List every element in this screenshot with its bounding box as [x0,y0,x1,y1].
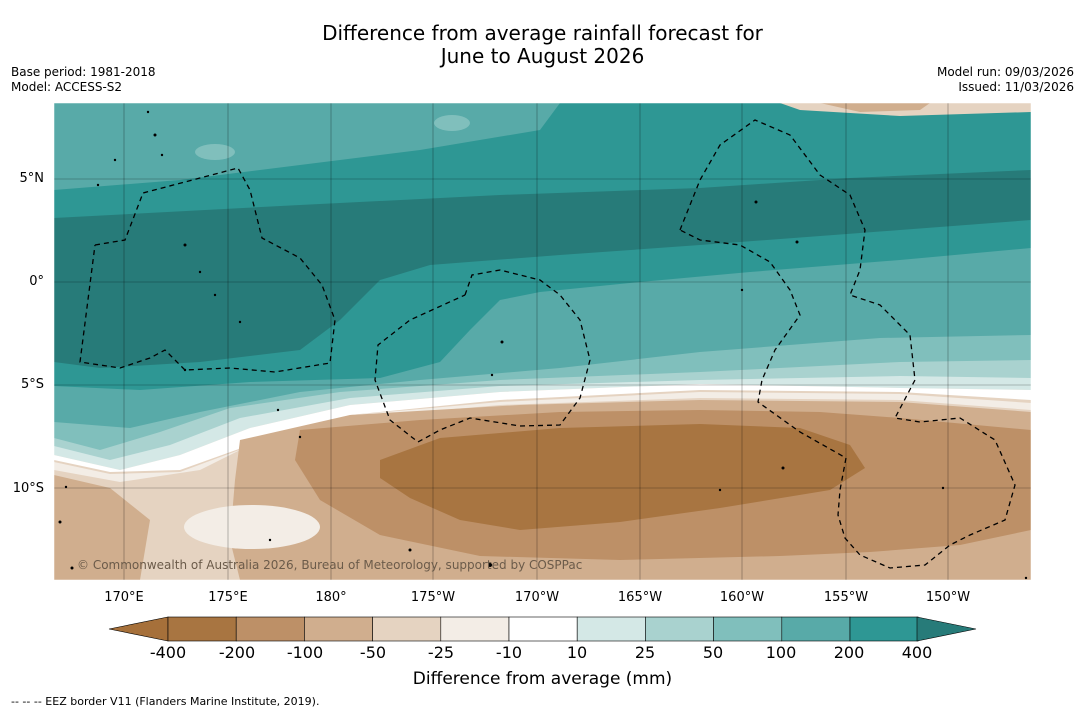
lon-label: 155°W [823,590,869,605]
island-marker [146,110,150,114]
lon-label: 175°E [208,590,248,605]
colorbar-swatch [713,616,783,642]
brown-band-pale [54,392,1031,482]
colorbar-extend-left [108,616,169,642]
brown-band-left-mid [54,475,150,580]
teal-patch-upper-left [54,103,560,190]
island-marker [96,183,100,187]
colorbar-label: -10 [495,643,523,662]
colorbar-label: 50 [702,643,724,662]
island-marker [113,158,117,162]
island-marker [238,320,242,324]
lon-label: 150°W [925,590,971,605]
colorbar-boxes [167,616,919,642]
lon-label: 170°E [104,590,144,605]
metadata-left: Base period: 1981-2018 Model: ACCESS-S2 [11,65,156,95]
island-marker [740,288,744,292]
eez-legend-footer: -- -- -- EEZ border V11 (Flanders Marine… [11,695,320,708]
colorbar-label: -50 [359,643,387,662]
colorbar-label: -25 [427,643,455,662]
island-marker [268,538,272,542]
colorbar-label: 200 [833,643,865,662]
map-frame [53,102,1032,581]
colorbar [108,616,977,642]
island-marker [198,270,202,274]
title-line-2: June to August 2026 [440,44,645,68]
island-marker [500,340,504,344]
island-marker [488,563,492,567]
issued-date: Issued: 11/03/2026 [958,80,1074,94]
colorbar-swatch [167,616,237,642]
colorbar-swatch [372,616,442,642]
model-name: Model: ACCESS-S2 [11,80,123,94]
brown-band-dark [380,424,865,530]
lon-label: 160°W [719,590,765,605]
model-run-date: Model run: 09/03/2026 [936,65,1074,79]
colorbar-label: -100 [286,643,324,662]
eez-border-kiribati-gilbert [79,167,336,373]
colorbar-swatch [304,616,373,642]
colorbar-title: Difference from average (mm) [412,669,673,689]
island-marker [408,548,412,552]
island-marker [298,435,302,439]
eez-border-kiribati-phoenix [374,269,591,443]
island-marker [64,485,68,489]
island-marker [795,240,799,244]
eez-border-kiribati-line [679,119,1016,569]
island-marker [941,486,945,490]
lon-label: 170°W [514,590,560,605]
island-marker [70,566,74,570]
island-marker [160,153,164,157]
colorbar-label: -400 [149,643,187,662]
island-marker [213,293,217,297]
island-marker [276,408,280,412]
island-marker [153,133,157,137]
graticule [54,103,1031,580]
lon-label: 180° [315,590,347,605]
colorbar-swatch [235,616,305,642]
island-marker [1024,576,1028,580]
colorbar-extend-right [916,616,977,642]
colorbar-label: -200 [218,643,256,662]
colorbar-swatch [645,616,714,642]
eez-borders [79,119,1016,569]
lon-label: 165°W [617,590,663,605]
island-marker [490,373,494,377]
map-title: Difference from average rainfall forecas… [0,22,1085,68]
lon-label: 175°W [410,590,456,605]
colorbar-label: 25 [634,643,656,662]
map-area [54,103,1031,580]
island-marker [718,488,722,492]
island-marker [183,243,187,247]
teal-band-dark [54,170,1031,368]
brown-patch-top-right-core [820,103,930,112]
colorbar-label: 400 [901,643,933,662]
white-band [54,384,1031,472]
metadata-right: Model run: 09/03/2026 Issued: 11/03/2026 [937,65,1074,95]
island-marker [781,466,785,470]
island-markers [58,110,1028,580]
colorbar-label: 10 [566,643,588,662]
lat-label: 0° [29,274,44,289]
island-marker [183,368,187,372]
colorbar-swatch [440,616,510,642]
copyright-notice: © Commonwealth of Australia 2026, Bureau… [77,558,583,572]
colorbar-swatch [508,616,578,642]
colorbar-swatch [849,616,919,642]
lat-label: 5°S [20,377,44,392]
colorbar-swatch [576,616,646,642]
title-line-1: Difference from average rainfall forecas… [322,21,763,45]
brown-pale-patch [184,505,320,549]
island-marker [58,520,62,524]
base-period: Base period: 1981-2018 [11,65,156,79]
lat-label: 5°N [19,171,45,186]
teal-patch-small [195,144,235,160]
teal-patch-small-2 [434,115,470,131]
colorbar-swatch [781,616,851,642]
lat-label: 10°S [12,481,44,496]
island-marker [754,200,758,204]
colorbar-label: 100 [765,643,797,662]
